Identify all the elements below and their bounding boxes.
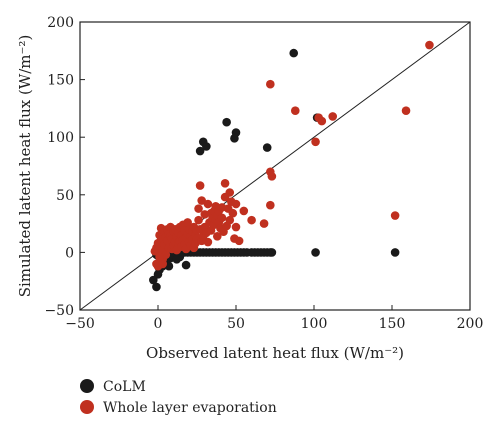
whole-layer-point	[317, 116, 327, 126]
whole-layer-point	[247, 215, 256, 225]
whole-layer-point	[217, 213, 227, 223]
whole-layer-point	[183, 218, 192, 227]
whole-layer-point	[203, 237, 213, 247]
whole-layer-point	[390, 211, 400, 220]
x-tick-label: 50	[227, 316, 245, 332]
colm-point	[202, 142, 211, 151]
x-tick-label: 150	[379, 316, 406, 332]
whole-layer-point	[225, 188, 235, 197]
whole-layer-point	[225, 215, 235, 225]
one-to-one-line	[79, 21, 471, 311]
x-tick-label: 100	[301, 316, 328, 332]
whole-layer-point	[220, 178, 230, 188]
plot-frame	[79, 21, 471, 311]
colm-point	[262, 143, 272, 152]
legend-marker-colm	[80, 379, 94, 393]
x-axis-label: Observed latent heat flux (W/m⁻²)	[146, 344, 404, 362]
whole-layer-point	[228, 208, 238, 218]
colm-point	[195, 146, 205, 156]
y-tick-label: 150	[47, 73, 74, 89]
y-tick-label: 0	[65, 245, 74, 261]
whole-layer-point	[401, 106, 411, 116]
colm-point	[152, 282, 161, 292]
whole-layer-point	[311, 137, 320, 147]
whole-layer-point	[231, 199, 241, 209]
whole-layer-point	[266, 79, 275, 89]
colm-point	[289, 48, 299, 58]
colm-point	[231, 128, 241, 137]
axis-ticks: −50 0 50 100 150 200 −50 0 50 100 150 200	[44, 15, 483, 332]
y-axis-label: Simulated latent heat flux (W/m⁻²)	[16, 35, 34, 298]
whole-layer-point	[203, 199, 213, 209]
whole-layer-point	[158, 259, 167, 269]
colm-point	[181, 260, 191, 270]
colm-point	[222, 117, 231, 127]
y-tick-label: 50	[56, 188, 74, 204]
whole-layer-point	[425, 40, 434, 50]
x-tick-label: −50	[65, 316, 95, 332]
whole-layer-point	[234, 236, 244, 246]
colm-point	[311, 248, 320, 257]
whole-layer-points	[150, 40, 434, 271]
legend-label-colm: CoLM	[103, 379, 146, 395]
y-tick-label: −50	[44, 303, 74, 319]
whole-layer-point	[266, 200, 275, 210]
whole-layer-point	[328, 112, 338, 121]
colm-point	[267, 248, 277, 257]
colm-point	[390, 248, 400, 257]
legend-label-whole-layer: Whole layer evaporation	[103, 400, 277, 416]
whole-layer-point	[231, 222, 241, 232]
colm-point	[175, 252, 185, 262]
whole-layer-point	[259, 219, 269, 228]
legend-marker-whole-layer	[80, 400, 94, 414]
colm-point	[149, 275, 158, 285]
whole-layer-point	[266, 167, 275, 177]
y-tick-label: 200	[47, 15, 74, 31]
whole-layer-point	[155, 252, 164, 262]
x-tick-label: 200	[457, 316, 484, 332]
x-tick-label: 0	[154, 316, 163, 332]
whole-layer-point	[194, 215, 203, 225]
whole-layer-point	[194, 204, 203, 213]
whole-layer-point	[239, 206, 249, 216]
y-tick-label: 100	[47, 130, 74, 146]
legend: CoLM Whole layer evaporation	[80, 379, 277, 416]
whole-layer-point	[195, 181, 205, 190]
whole-layer-point	[290, 106, 300, 116]
whole-layer-point	[212, 231, 222, 241]
